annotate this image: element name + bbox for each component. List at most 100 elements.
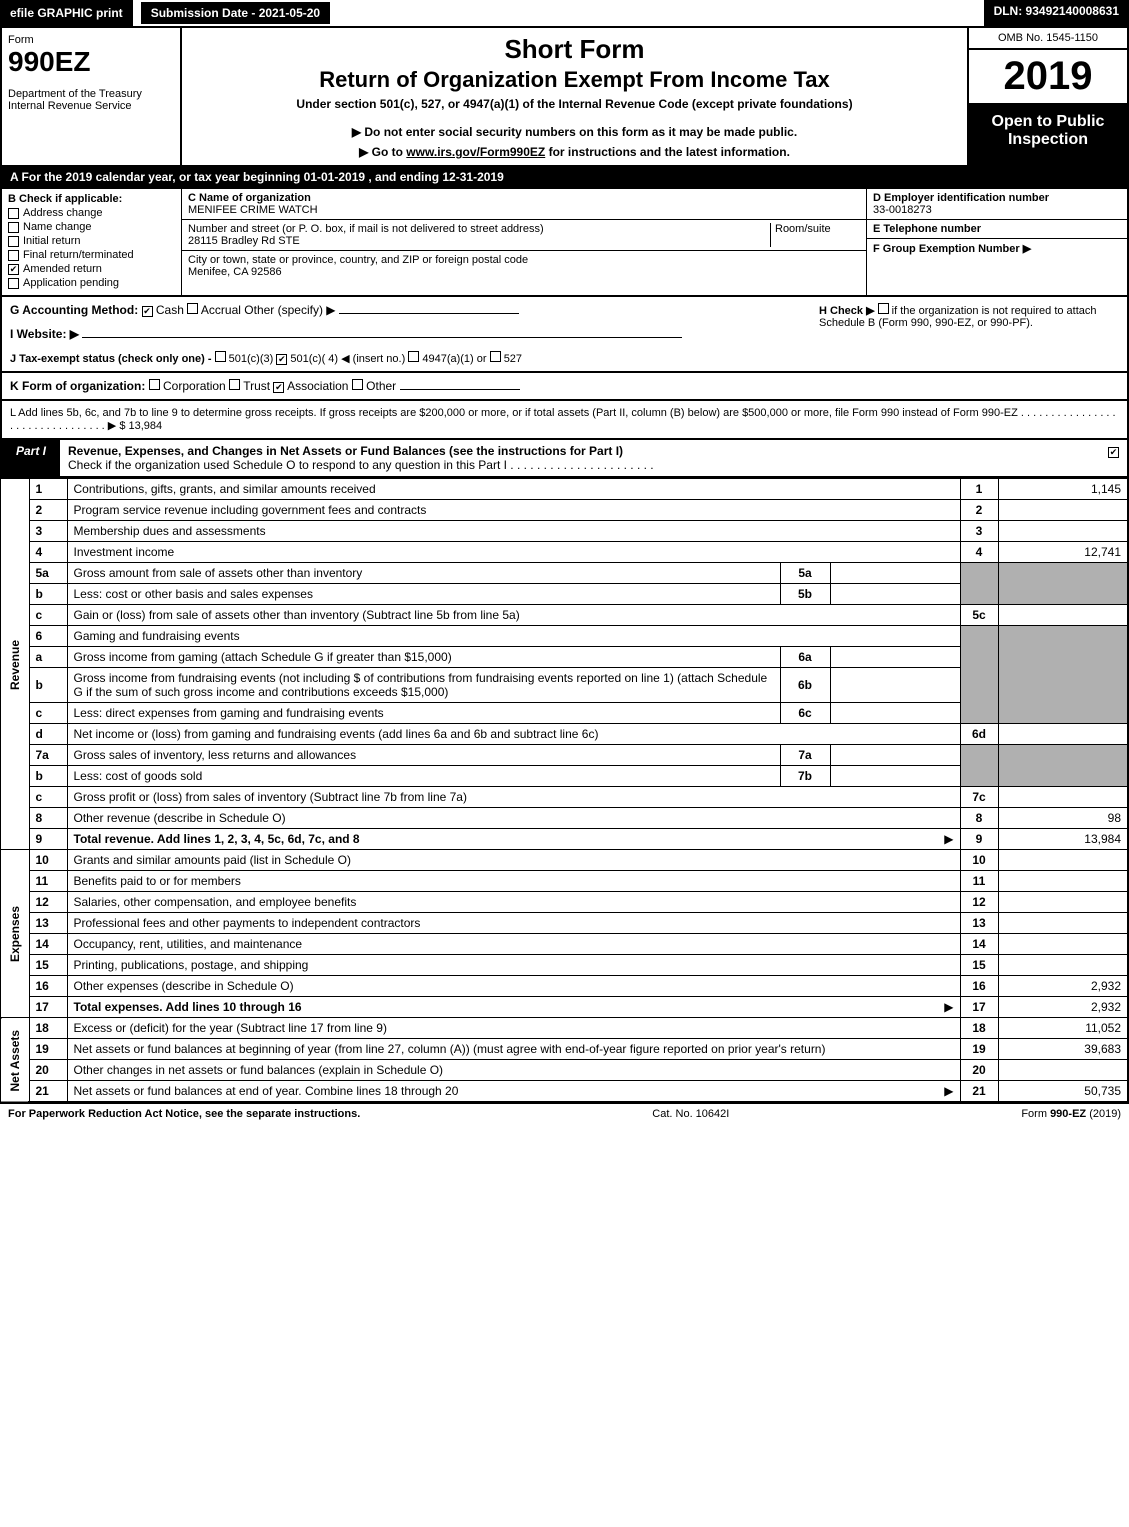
line-num-4: 4 — [29, 542, 67, 563]
checkbox-cash[interactable] — [142, 306, 153, 317]
line-7b-desc: Less: cost of goods sold — [67, 766, 780, 787]
header-center: Short Form Return of Organization Exempt… — [182, 28, 967, 165]
checkbox-amended-return[interactable] — [8, 264, 19, 275]
j-label: J Tax-exempt status (check only one) - — [10, 353, 212, 365]
ein-value: 33-0018273 — [873, 204, 1121, 216]
line-18-amount: 11,052 — [998, 1018, 1128, 1039]
line-5b-sub: 5b — [780, 584, 830, 605]
line-8-amount: 98 — [998, 808, 1128, 829]
line-16-amount: 2,932 — [998, 976, 1128, 997]
checkbox-501c3[interactable] — [215, 351, 226, 362]
checkbox-association[interactable] — [273, 382, 284, 393]
line-11-amount — [998, 871, 1128, 892]
line-num-10: 10 — [29, 850, 67, 871]
line-5b-desc: Less: cost or other basis and sales expe… — [67, 584, 780, 605]
line-20-desc: Other changes in net assets or fund bala… — [67, 1060, 960, 1081]
line-21-box: 21 — [960, 1081, 998, 1103]
line-num-6d: d — [29, 724, 67, 745]
line-1-box: 1 — [960, 479, 998, 500]
header-right: OMB No. 1545-1150 2019 Open to Public In… — [967, 28, 1127, 165]
part1-check-text: Check if the organization used Schedule … — [68, 458, 654, 472]
line-10-desc: Grants and similar amounts paid (list in… — [67, 850, 960, 871]
line-6c-sub: 6c — [780, 703, 830, 724]
line-8-box: 8 — [960, 808, 998, 829]
group-label: F Group Exemption Number ▶ — [873, 242, 1121, 255]
omb-number: OMB No. 1545-1150 — [969, 28, 1127, 50]
line-8-desc: Other revenue (describe in Schedule O) — [67, 808, 960, 829]
checkbox-name-change[interactable] — [8, 222, 19, 233]
line-14-amount — [998, 934, 1128, 955]
go-to-text: ▶ Go to www.irs.gov/Form990EZ for instru… — [192, 145, 957, 159]
line-5a-sub: 5a — [780, 563, 830, 584]
checkbox-trust[interactable] — [229, 379, 240, 390]
line-7b-sub: 7b — [780, 766, 830, 787]
line-num-16: 16 — [29, 976, 67, 997]
shade-5v — [998, 563, 1128, 605]
line-14-desc: Occupancy, rent, utilities, and maintena… — [67, 934, 960, 955]
line-12-box: 12 — [960, 892, 998, 913]
part1-header: Part I Revenue, Expenses, and Changes in… — [0, 440, 1129, 478]
accounting-method-row: G Accounting Method: Cash Accrual Other … — [10, 303, 819, 317]
line-num-17: 17 — [29, 997, 67, 1018]
checkbox-final-return[interactable] — [8, 250, 19, 261]
tel-label: E Telephone number — [873, 223, 1121, 235]
h-block: H Check ▶ if the organization is not req… — [819, 303, 1119, 329]
g-label: G Accounting Method: — [10, 303, 138, 317]
dln-text: DLN: 93492140008631 — [994, 4, 1119, 18]
line-num-21: 21 — [29, 1081, 67, 1103]
line-num-6: 6 — [29, 626, 67, 647]
submission-date-box: Submission Date - 2021-05-20 — [139, 0, 332, 26]
line-num-12: 12 — [29, 892, 67, 913]
part1-title: Revenue, Expenses, and Changes in Net As… — [60, 440, 1100, 476]
line-13-amount — [998, 913, 1128, 934]
section-c: C Name of organization MENIFEE CRIME WAT… — [182, 189, 867, 295]
line-num-18: 18 — [29, 1018, 67, 1039]
checkbox-h[interactable] — [878, 303, 889, 314]
line-2-box: 2 — [960, 500, 998, 521]
checkbox-initial-return[interactable] — [8, 236, 19, 247]
checkbox-schedule-o[interactable] — [1108, 447, 1119, 458]
line-5c-amount — [998, 605, 1128, 626]
line-3-desc: Membership dues and assessments — [67, 521, 960, 542]
checkbox-accrual[interactable] — [187, 303, 198, 314]
line-num-14: 14 — [29, 934, 67, 955]
line-6d-amount — [998, 724, 1128, 745]
checkbox-application-pending[interactable] — [8, 278, 19, 289]
line-6d-box: 6d — [960, 724, 998, 745]
form-header: Form 990EZ Department of the Treasury In… — [0, 28, 1129, 167]
line-num-5c: c — [29, 605, 67, 626]
checkbox-corporation[interactable] — [149, 379, 160, 390]
efile-print-button[interactable]: efile GRAPHIC print — [0, 0, 133, 26]
city-value: Menifee, CA 92586 — [188, 266, 860, 278]
line-20-box: 20 — [960, 1060, 998, 1081]
checkbox-527[interactable] — [490, 351, 501, 362]
street-value: 28115 Bradley Rd STE — [188, 235, 770, 247]
calendar-year-row: A For the 2019 calendar year, or tax yea… — [0, 167, 1129, 189]
part1-checkbox-cell — [1100, 440, 1127, 476]
tax-exempt-row: J Tax-exempt status (check only one) - 5… — [10, 351, 819, 365]
line-10-box: 10 — [960, 850, 998, 871]
line-5c-desc: Gain or (loss) from sale of assets other… — [67, 605, 960, 626]
ein-label: D Employer identification number — [873, 192, 1121, 204]
checkbox-other-org[interactable] — [352, 379, 363, 390]
line-12-desc: Salaries, other compensation, and employ… — [67, 892, 960, 913]
line-num-3: 3 — [29, 521, 67, 542]
dln-box: DLN: 93492140008631 — [984, 0, 1129, 26]
line-1-amount: 1,145 — [998, 479, 1128, 500]
line-6b-desc: Gross income from fundraising events (no… — [67, 668, 780, 703]
room-suite-label: Room/suite — [770, 223, 860, 247]
line-7c-box: 7c — [960, 787, 998, 808]
checkbox-4947[interactable] — [408, 351, 419, 362]
line-20-amount — [998, 1060, 1128, 1081]
line-12-amount — [998, 892, 1128, 913]
under-section-text: Under section 501(c), 527, or 4947(a)(1)… — [192, 97, 957, 111]
open-to-public: Open to Public Inspection — [969, 105, 1127, 165]
checkbox-address-change[interactable] — [8, 208, 19, 219]
l-row: L Add lines 5b, 6c, and 7b to line 9 to … — [0, 401, 1129, 440]
checkbox-501c[interactable] — [276, 354, 287, 365]
submission-date-text: Submission Date - 2021-05-20 — [151, 6, 320, 20]
line-14-box: 14 — [960, 934, 998, 955]
line-7c-amount — [998, 787, 1128, 808]
go-to-link[interactable]: www.irs.gov/Form990EZ — [406, 145, 545, 159]
lines-table: Revenue 1 Contributions, gifts, grants, … — [0, 478, 1129, 1103]
